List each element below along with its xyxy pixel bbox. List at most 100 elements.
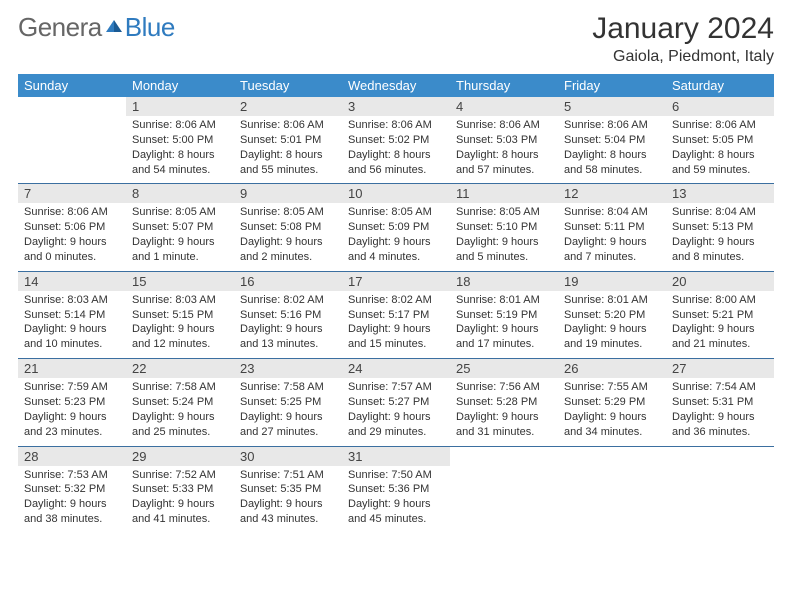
- day-content-line: Daylight: 9 hours: [564, 235, 660, 250]
- day-content-line: Sunset: 5:33 PM: [132, 482, 228, 497]
- day-content-cell: Sunrise: 7:56 AMSunset: 5:28 PMDaylight:…: [450, 378, 558, 446]
- day-content-line: Daylight: 9 hours: [240, 235, 336, 250]
- day-number-row: 21222324252627: [18, 359, 774, 378]
- day-number-row: 78910111213: [18, 184, 774, 203]
- day-content-line: Daylight: 9 hours: [348, 497, 444, 512]
- day-content-line: Sunset: 5:10 PM: [456, 220, 552, 235]
- day-content-line: Sunset: 5:01 PM: [240, 133, 336, 148]
- day-content-line: Sunset: 5:03 PM: [456, 133, 552, 148]
- day-content-line: Sunset: 5:06 PM: [24, 220, 120, 235]
- day-content-cell: Sunrise: 8:05 AMSunset: 5:09 PMDaylight:…: [342, 203, 450, 271]
- day-content-line: and 55 minutes.: [240, 163, 336, 178]
- day-content-line: and 17 minutes.: [456, 337, 552, 352]
- day-content-row: Sunrise: 8:06 AMSunset: 5:06 PMDaylight:…: [18, 203, 774, 271]
- day-content-line: and 41 minutes.: [132, 512, 228, 527]
- day-content-line: Sunrise: 7:50 AM: [348, 468, 444, 483]
- day-number-cell: 1: [126, 97, 234, 116]
- day-number-cell: 10: [342, 184, 450, 203]
- day-content-line: Daylight: 9 hours: [456, 410, 552, 425]
- day-content-line: Daylight: 9 hours: [132, 497, 228, 512]
- day-content-line: Daylight: 9 hours: [24, 410, 120, 425]
- day-content-line: Sunrise: 8:03 AM: [132, 293, 228, 308]
- day-number-cell: 11: [450, 184, 558, 203]
- day-content-line: Daylight: 9 hours: [348, 322, 444, 337]
- day-number-cell: 28: [18, 447, 126, 466]
- day-content-line: and 12 minutes.: [132, 337, 228, 352]
- day-content-line: Sunset: 5:08 PM: [240, 220, 336, 235]
- day-content-line: Sunrise: 8:03 AM: [24, 293, 120, 308]
- day-content-line: Sunrise: 8:06 AM: [456, 118, 552, 133]
- day-header: Tuesday: [234, 74, 342, 97]
- day-content-cell: Sunrise: 7:50 AMSunset: 5:36 PMDaylight:…: [342, 466, 450, 533]
- day-content-line: Sunset: 5:19 PM: [456, 308, 552, 323]
- day-content-cell: Sunrise: 8:03 AMSunset: 5:15 PMDaylight:…: [126, 291, 234, 359]
- day-content-line: Sunrise: 8:06 AM: [132, 118, 228, 133]
- day-content-line: Sunset: 5:04 PM: [564, 133, 660, 148]
- day-content-cell: Sunrise: 8:06 AMSunset: 5:05 PMDaylight:…: [666, 116, 774, 184]
- day-number-cell: 30: [234, 447, 342, 466]
- day-content-line: and 2 minutes.: [240, 250, 336, 265]
- day-content-line: Daylight: 9 hours: [240, 410, 336, 425]
- day-content-line: and 56 minutes.: [348, 163, 444, 178]
- day-content-cell: Sunrise: 8:04 AMSunset: 5:11 PMDaylight:…: [558, 203, 666, 271]
- day-content-line: and 0 minutes.: [24, 250, 120, 265]
- day-content-line: Daylight: 8 hours: [564, 148, 660, 163]
- day-content-line: Daylight: 8 hours: [132, 148, 228, 163]
- day-content-line: and 4 minutes.: [348, 250, 444, 265]
- day-content-cell: Sunrise: 7:52 AMSunset: 5:33 PMDaylight:…: [126, 466, 234, 533]
- day-content-line: Sunrise: 8:06 AM: [672, 118, 768, 133]
- day-header-row: Sunday Monday Tuesday Wednesday Thursday…: [18, 74, 774, 97]
- day-content-line: and 57 minutes.: [456, 163, 552, 178]
- day-content-line: Daylight: 9 hours: [672, 322, 768, 337]
- day-content-cell: Sunrise: 8:06 AMSunset: 5:03 PMDaylight:…: [450, 116, 558, 184]
- day-content-line: and 7 minutes.: [564, 250, 660, 265]
- day-content-line: and 43 minutes.: [240, 512, 336, 527]
- day-content-line: and 27 minutes.: [240, 425, 336, 440]
- day-content-line: Daylight: 9 hours: [348, 410, 444, 425]
- day-number-cell: 4: [450, 97, 558, 116]
- day-content-line: and 36 minutes.: [672, 425, 768, 440]
- day-content-line: Sunrise: 7:56 AM: [456, 380, 552, 395]
- day-number-cell: 14: [18, 272, 126, 291]
- day-content-line: Sunrise: 7:54 AM: [672, 380, 768, 395]
- day-content-line: Daylight: 9 hours: [132, 322, 228, 337]
- day-number-row: 14151617181920: [18, 272, 774, 291]
- day-content-line: Daylight: 9 hours: [240, 322, 336, 337]
- day-number-cell: 23: [234, 359, 342, 378]
- day-content-row: Sunrise: 7:59 AMSunset: 5:23 PMDaylight:…: [18, 378, 774, 446]
- day-content-cell: Sunrise: 8:04 AMSunset: 5:13 PMDaylight:…: [666, 203, 774, 271]
- day-content-line: Daylight: 8 hours: [348, 148, 444, 163]
- day-number-cell: 8: [126, 184, 234, 203]
- day-content-line: and 8 minutes.: [672, 250, 768, 265]
- day-content-line: and 34 minutes.: [564, 425, 660, 440]
- logo-icon: [104, 12, 124, 43]
- day-content-cell: Sunrise: 7:59 AMSunset: 5:23 PMDaylight:…: [18, 378, 126, 446]
- day-content-cell: Sunrise: 8:01 AMSunset: 5:19 PMDaylight:…: [450, 291, 558, 359]
- day-content-line: Daylight: 9 hours: [24, 322, 120, 337]
- day-content-line: and 19 minutes.: [564, 337, 660, 352]
- day-content-cell: Sunrise: 8:01 AMSunset: 5:20 PMDaylight:…: [558, 291, 666, 359]
- day-content-cell: Sunrise: 7:58 AMSunset: 5:25 PMDaylight:…: [234, 378, 342, 446]
- day-content-line: Daylight: 9 hours: [564, 410, 660, 425]
- day-content-cell: Sunrise: 7:54 AMSunset: 5:31 PMDaylight:…: [666, 378, 774, 446]
- day-content-cell: [558, 466, 666, 533]
- day-number-cell: 3: [342, 97, 450, 116]
- day-content-line: Sunset: 5:24 PM: [132, 395, 228, 410]
- day-content-line: Daylight: 9 hours: [456, 322, 552, 337]
- day-content-line: Sunset: 5:05 PM: [672, 133, 768, 148]
- day-content-row: Sunrise: 7:53 AMSunset: 5:32 PMDaylight:…: [18, 466, 774, 533]
- day-number-row: 28293031: [18, 447, 774, 466]
- day-content-line: Sunset: 5:31 PM: [672, 395, 768, 410]
- location: Gaiola, Piedmont, Italy: [592, 48, 774, 66]
- day-content-line: Sunrise: 7:58 AM: [240, 380, 336, 395]
- day-content-line: Sunrise: 8:04 AM: [672, 205, 768, 220]
- day-content-line: Sunset: 5:27 PM: [348, 395, 444, 410]
- day-content-cell: Sunrise: 8:06 AMSunset: 5:04 PMDaylight:…: [558, 116, 666, 184]
- day-content-line: Sunrise: 8:02 AM: [348, 293, 444, 308]
- day-content-line: Sunrise: 7:52 AM: [132, 468, 228, 483]
- logo-text-a: Genera: [18, 12, 102, 43]
- day-content-line: and 58 minutes.: [564, 163, 660, 178]
- day-content-line: Sunrise: 7:55 AM: [564, 380, 660, 395]
- day-content-line: and 31 minutes.: [456, 425, 552, 440]
- day-content-line: Sunset: 5:02 PM: [348, 133, 444, 148]
